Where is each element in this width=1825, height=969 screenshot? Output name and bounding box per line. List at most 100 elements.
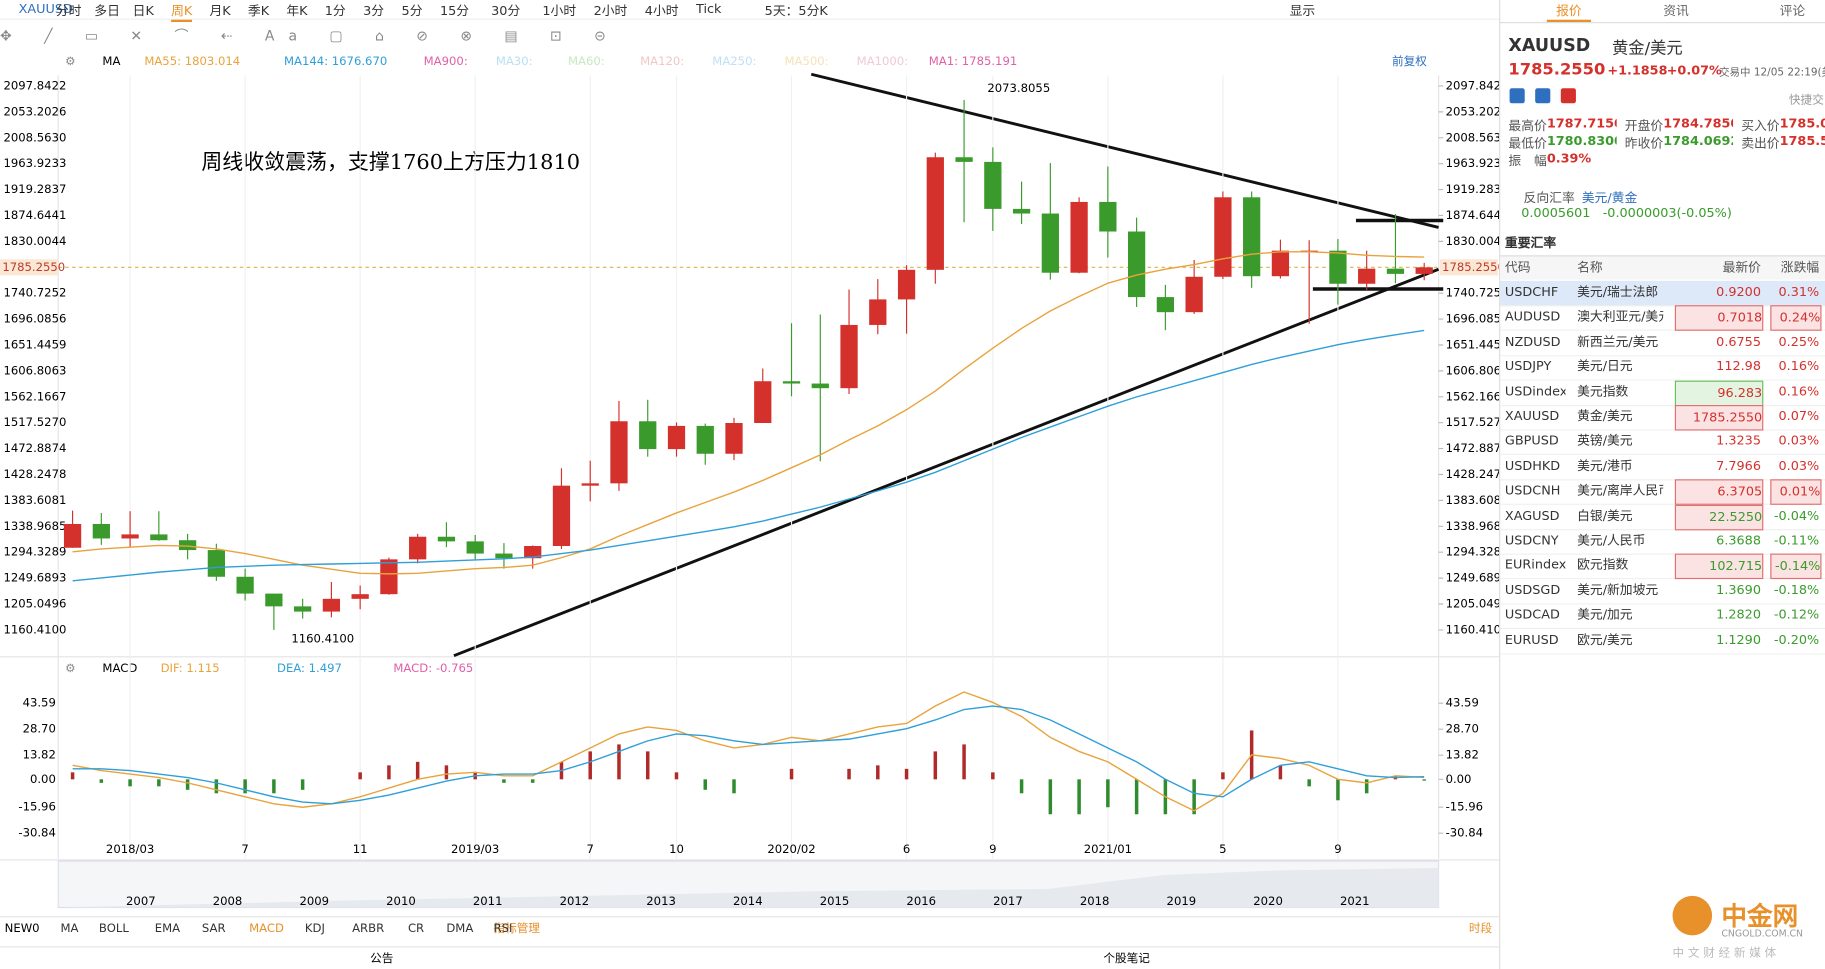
table-cell[interactable]: 96.283 [1674,380,1764,406]
ma-legend[interactable]: MA1000: [857,54,908,68]
table-cell[interactable]: 0.03% [1778,433,1820,449]
table-cell[interactable]: 102.715 [1674,554,1764,580]
adjust-label[interactable]: 前复权 [1392,54,1427,68]
tab[interactable]: RSI [493,921,512,935]
settings-icon[interactable]: ⚙ [65,54,75,68]
reverse-pair[interactable]: 美元/黄金 [1581,190,1638,206]
tab[interactable]: DMA [446,921,473,935]
table-cell[interactable]: 1.3235 [1716,433,1761,449]
table-row[interactable] [1500,480,1825,506]
table-cell[interactable]: 0.16% [1778,383,1820,399]
table-cell[interactable]: 美元/加元 [1577,607,1633,623]
table-cell[interactable]: AUDUSD [1504,309,1561,325]
table-row[interactable] [1500,430,1825,456]
table-cell[interactable]: -0.14% [1770,554,1822,580]
table-row[interactable] [1500,405,1825,431]
table-cell[interactable]: 美元/离岸人民币 [1577,482,1664,499]
tab[interactable]: MACD [249,921,284,935]
table-row[interactable] [1500,504,1825,530]
table-row[interactable] [1500,355,1825,381]
tab[interactable]: KDJ [305,921,325,935]
table-cell[interactable]: 美元指数 [1577,383,1629,399]
table-cell[interactable]: NZDUSD [1504,333,1561,350]
table-cell[interactable]: 澳大利亚元/美元 [1577,309,1664,325]
period-tab[interactable]: 周K [171,1,193,23]
ma-legend[interactable]: MA55: 1803.014 [144,54,240,68]
table-cell[interactable]: 美元/新加坡元 [1577,582,1659,598]
period-tab[interactable]: 季K [247,3,270,19]
side-tab[interactable]: 报价 [1546,1,1592,23]
table-cell[interactable]: -0.04% [1773,507,1820,523]
period-tab[interactable]: 日K [132,3,154,19]
period-tab[interactable]: 3分 [363,3,385,19]
table-row[interactable] [1500,306,1825,332]
table-cell[interactable]: EURUSD [1504,632,1559,648]
table-cell[interactable]: 0.7018 [1674,305,1764,332]
display-menu[interactable]: 显示 [1289,3,1316,19]
tab[interactable]: NEW0 [5,921,40,935]
period-tab[interactable]: 分时 [55,3,82,19]
ma-legend[interactable]: MA1: 1785.191 [929,54,1017,68]
period-tab[interactable]: 2小时 [593,3,628,19]
table-cell[interactable]: 欧元指数 [1577,557,1629,573]
table-cell[interactable]: 1.2820 [1716,607,1761,623]
table-row[interactable] [1500,554,1825,580]
table-cell[interactable]: 0.9200 [1716,284,1761,300]
table-cell[interactable]: 0.6755 [1716,333,1761,350]
table-cell[interactable]: XAGUSD [1504,507,1560,523]
table-cell[interactable]: 白银/美元 [1577,507,1633,523]
tab[interactable]: MA [61,921,79,935]
indicator-name[interactable]: MA [102,54,120,68]
table-cell[interactable]: 0.25% [1778,333,1820,350]
footer-notice[interactable]: 公告 [370,951,393,965]
ma-legend[interactable]: MA900: [424,54,468,68]
table-row[interactable] [1500,604,1825,630]
table-cell[interactable]: XAUUSD [1504,408,1560,424]
period-tab[interactable]: 30分 [491,3,521,19]
table-cell[interactable]: 0.24% [1770,305,1822,332]
table-row[interactable] [1500,579,1825,605]
quote-icon[interactable] [1560,88,1576,104]
table-cell[interactable]: 美元/日元 [1577,358,1633,374]
time-range[interactable]: 时段 [1469,921,1493,935]
tab[interactable]: BOLL [99,921,129,935]
side-tab[interactable]: 评论 [1779,3,1806,19]
period-tab[interactable]: 1分 [324,3,346,19]
ma-legend[interactable]: MA30: [496,54,533,68]
table-cell[interactable]: 1.3690 [1716,582,1761,598]
tab[interactable]: EMA [155,921,180,935]
table-cell[interactable]: USDindex [1504,383,1566,399]
quick-trade[interactable]: 快捷交 [1788,94,1824,107]
period-tab[interactable]: 年K [286,3,308,19]
table-cell[interactable]: 黄金/美元 [1577,408,1633,424]
table-cell[interactable]: 0.16% [1778,358,1820,374]
table-cell[interactable]: 0.31% [1778,284,1820,300]
table-cell[interactable]: USDCHF [1504,284,1559,300]
table-row[interactable] [1500,529,1825,555]
period-tab[interactable]: 15分 [439,3,470,19]
macd-legend[interactable]: MACD: -0.765 [393,661,473,675]
period-tab[interactable]: 月K [209,3,231,19]
table-row[interactable] [1500,380,1825,406]
side-tab[interactable]: 资讯 [1663,3,1689,19]
trendline[interactable] [810,72,1439,229]
trendline[interactable] [453,267,1440,658]
ma-legend[interactable]: MA250: [712,54,756,68]
ma-legend[interactable]: MA144: 1676.670 [284,54,387,68]
table-cell[interactable]: USDHKD [1504,458,1561,474]
tab-manage[interactable]: 指标管理 [493,921,540,935]
table-cell[interactable]: 美元/人民币 [1577,532,1646,548]
table-cell[interactable]: 6.3688 [1716,532,1761,548]
period-tab[interactable]: 4小时 [644,3,679,19]
table-cell[interactable]: GBPUSD [1504,433,1559,449]
quote-icon[interactable] [1535,88,1551,104]
table-cell[interactable]: USDSGD [1504,582,1561,598]
table-cell[interactable]: USDCNY [1504,532,1559,548]
table-cell[interactable]: 22.5250 [1674,504,1764,530]
table-row[interactable] [1500,331,1825,357]
period-tab[interactable]: 5分 [401,3,423,19]
table-cell[interactable]: 欧元/美元 [1577,632,1633,648]
table-cell[interactable]: 112.98 [1716,358,1761,374]
symbol[interactable]: XAUUSD [18,1,73,17]
table-row[interactable] [1500,629,1825,655]
